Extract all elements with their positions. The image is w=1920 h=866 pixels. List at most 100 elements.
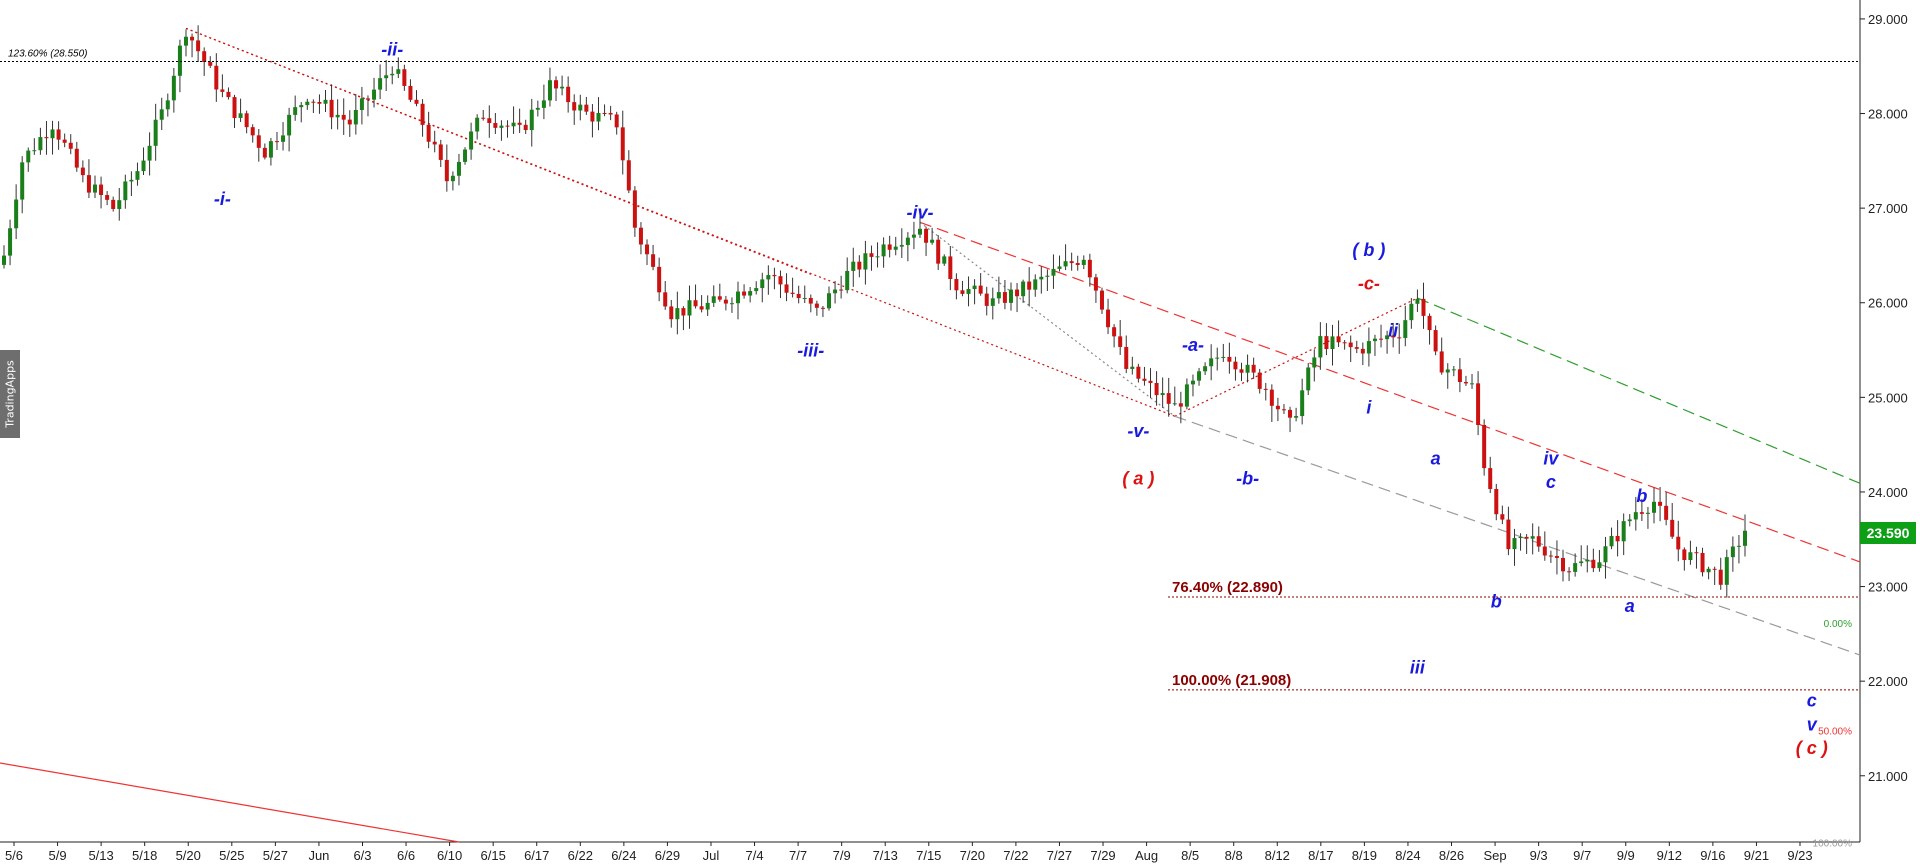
candle-body [1567, 571, 1572, 573]
candle-body [1178, 403, 1183, 407]
candle-body [365, 98, 370, 100]
candle-body [1039, 276, 1044, 280]
wave-label: -ii- [381, 40, 403, 60]
candle-body [50, 129, 55, 139]
candle-body [1300, 390, 1305, 417]
x-tick-label: 7/15 [916, 848, 941, 863]
x-axis-ticks: 5/6 5/9 5/13 5/18 5/20 5/25 5/27 Jun 6/3 6/6 6/10 6… [5, 842, 1813, 863]
candle-body [778, 276, 783, 285]
candle-body [1075, 263, 1080, 265]
candle-body [675, 308, 680, 320]
candle-body [760, 279, 765, 289]
x-tick-label: 7/29 [1090, 848, 1115, 863]
candle-body [1021, 281, 1026, 297]
candle-body [420, 103, 425, 125]
candle-body [554, 80, 559, 89]
candle-body [262, 147, 267, 158]
y-tick-label: 27.000 [1868, 201, 1908, 216]
x-tick-label: Sep [1484, 848, 1507, 863]
candle-body [1002, 292, 1007, 303]
candle-body [911, 234, 916, 238]
y-tick-label: 22.000 [1868, 674, 1908, 689]
candle-body [1609, 535, 1614, 547]
candle-body [802, 297, 807, 299]
candle-body [1184, 384, 1189, 407]
candle-body [123, 181, 128, 201]
candle-body [1530, 536, 1535, 539]
x-tick-label: 9/23 [1787, 848, 1812, 863]
candle-body [99, 184, 104, 196]
candle-body [1324, 336, 1329, 350]
trend-line-channel-dotted [185, 27, 812, 275]
candle-body [1542, 546, 1547, 556]
candle-body [44, 137, 49, 139]
candle-body [1318, 336, 1323, 358]
candle-body [693, 300, 698, 307]
candle-body [469, 131, 474, 150]
candle-body [1700, 552, 1705, 573]
candle-body [1124, 346, 1129, 369]
candle-body [1445, 369, 1450, 373]
candle-body [857, 261, 862, 270]
candle-body [1718, 569, 1723, 585]
candle-body [147, 145, 152, 161]
candle-body [341, 114, 346, 120]
x-tick-label: 7/22 [1003, 848, 1028, 863]
candle-body [1099, 290, 1104, 310]
candle-body [1554, 556, 1559, 558]
candle-body [347, 119, 352, 125]
candle-body [905, 237, 910, 245]
candle-body [1069, 261, 1074, 264]
candle-body [875, 256, 880, 258]
candle-body [171, 75, 176, 101]
candle-body [438, 144, 443, 160]
candle-body [226, 91, 231, 98]
current-price-badge: 23.590 [1860, 522, 1916, 544]
candle-body [1500, 514, 1505, 520]
candle-body [329, 99, 334, 118]
side-tab-label: TradingApps [3, 360, 17, 428]
x-tick-label: 9/9 [1617, 848, 1635, 863]
candle-body [323, 99, 328, 104]
candle-body [839, 289, 844, 291]
candle-body [1585, 559, 1590, 562]
candle-body [232, 97, 237, 118]
candle-body [566, 86, 571, 103]
candle-body [1439, 351, 1444, 373]
candle-body [572, 102, 577, 111]
candle-body [493, 123, 498, 128]
candle-body [887, 244, 892, 250]
x-tick-label: 9/7 [1573, 848, 1591, 863]
candle-body [711, 296, 716, 303]
x-tick-label: 8/26 [1439, 848, 1464, 863]
candle-body [1203, 366, 1208, 372]
candle-body [135, 171, 140, 180]
channel-line-green-dashed [1417, 297, 1861, 484]
candle-body [845, 270, 850, 291]
trend-line-gray-dotted [919, 221, 1176, 417]
candle-body [1190, 380, 1195, 385]
candle-body [881, 244, 886, 257]
candle-body [159, 109, 164, 120]
candle-body [547, 80, 552, 101]
candle-body [1366, 341, 1371, 354]
candle-body [1427, 315, 1432, 331]
lower-red-line [0, 762, 460, 843]
tradingapps-side-tab[interactable]: TradingApps [0, 350, 20, 438]
candle-body [1621, 521, 1626, 542]
candle-body [129, 179, 134, 182]
candle-body [165, 100, 170, 110]
candle-body [80, 167, 85, 176]
wave-label: ( a ) [1122, 468, 1154, 488]
candle-body [681, 308, 686, 316]
wave-label: -a- [1182, 335, 1204, 355]
y-tick-label: 21.000 [1868, 769, 1908, 784]
candle-body [560, 86, 565, 89]
candle-body [311, 101, 316, 103]
candle-body [748, 291, 753, 296]
candle-body [663, 292, 668, 307]
x-tick-label: 8/24 [1395, 848, 1420, 863]
candle-body [390, 73, 395, 76]
